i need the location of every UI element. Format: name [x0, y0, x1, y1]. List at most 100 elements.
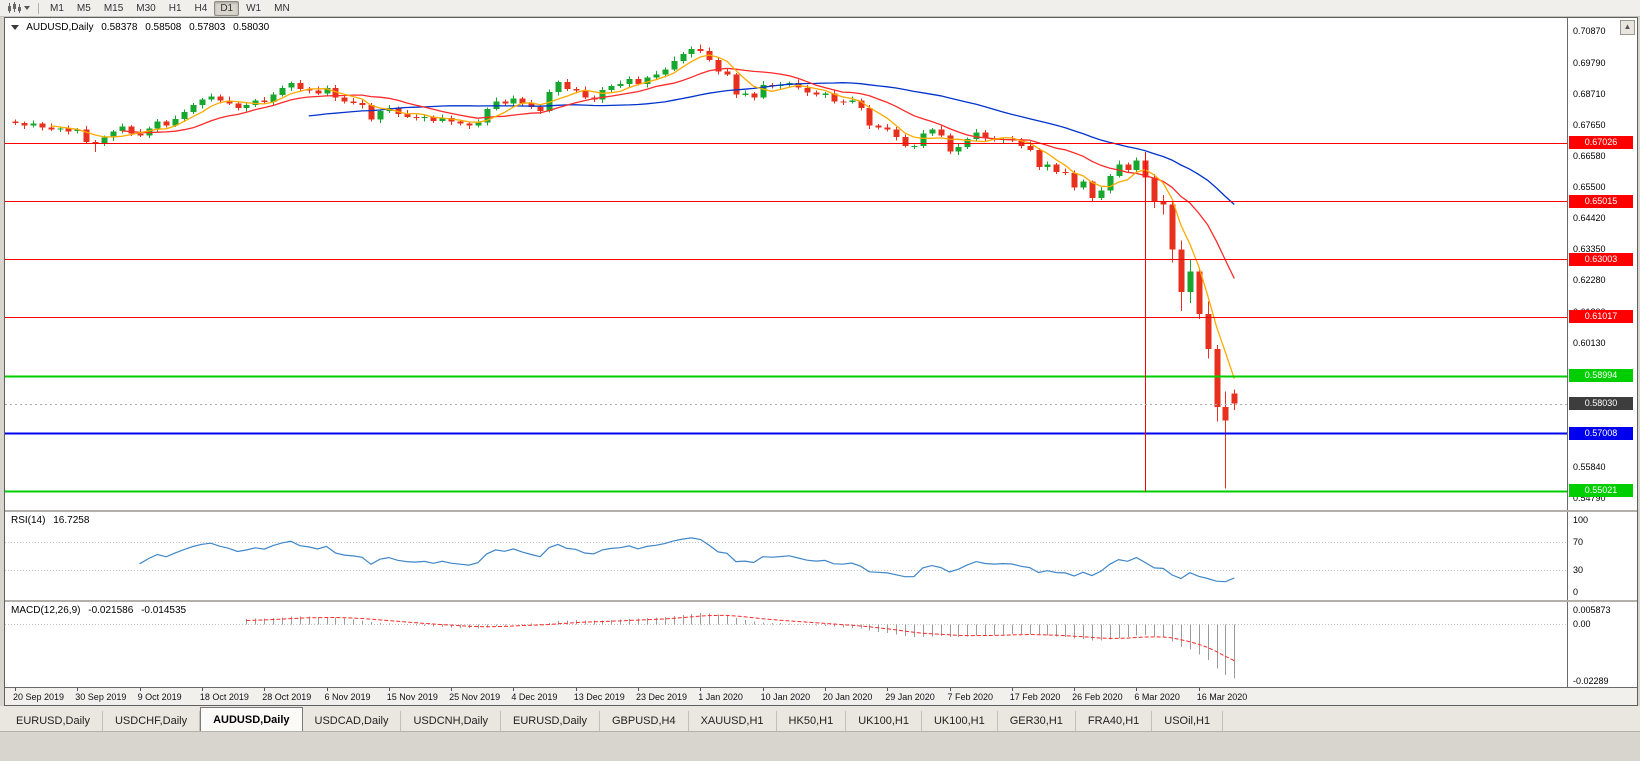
rsi-line — [139, 537, 1235, 583]
time-axis-tick — [389, 688, 390, 691]
rsi-axis-label: 0 — [1573, 587, 1579, 597]
timeframe-button-m30[interactable]: M30 — [136, 2, 156, 14]
price-line-tag: 0.63003 — [1569, 252, 1633, 266]
time-axis-label: 16 Mar 2020 — [1196, 692, 1248, 702]
timeframe-button-h4[interactable]: H4 — [194, 2, 208, 14]
time-axis-label: 6 Mar 2020 — [1134, 692, 1180, 702]
price-axis-label: 0.70870 — [1573, 26, 1606, 37]
chart-tab-eurusd-daily[interactable]: EURUSD,Daily — [501, 711, 600, 731]
time-axis-tick — [77, 688, 78, 691]
time-axis-label: 13 Dec 2019 — [573, 692, 625, 702]
chart-tab-xauusd-h1[interactable]: XAUUSD,H1 — [689, 711, 777, 731]
panel-splitter[interactable] — [5, 600, 1637, 602]
time-axis-label: 23 Dec 2019 — [636, 692, 688, 702]
chart-tab-audusd-daily[interactable]: AUDUSD,Daily — [200, 707, 303, 731]
macd-axis-label: 0.005873 — [1573, 605, 1611, 615]
price-axis-label: 0.55840 — [1573, 462, 1606, 473]
time-axis-tick — [15, 688, 16, 691]
time-axis-label: 29 Jan 2020 — [885, 692, 935, 702]
time-axis-tick — [950, 688, 951, 691]
rsi-axis-label: 70 — [1573, 536, 1584, 547]
timeframe-button-m5[interactable]: M5 — [76, 2, 91, 14]
chart-tab-usdcad-daily[interactable]: USDCAD,Daily — [303, 711, 402, 731]
timeframe-button-d1[interactable]: D1 — [214, 0, 240, 16]
time-axis-label: 6 Nov 2019 — [324, 692, 371, 702]
time-axis-tick — [202, 688, 203, 691]
chart-tab-usoil-h1[interactable]: USOil,H1 — [1152, 711, 1224, 731]
timeframe-button-m1[interactable]: M1 — [50, 2, 64, 14]
macd-signal-line — [246, 614, 1235, 662]
price-axis-label: 0.64420 — [1573, 213, 1606, 224]
timeframe-button-w1[interactable]: W1 — [246, 2, 262, 14]
chart-tab-fra40-h1[interactable]: FRA40,H1 — [1076, 711, 1153, 731]
time-axis-tick — [513, 688, 514, 691]
chevron-down-icon — [24, 6, 30, 10]
time-axis-label: 18 Oct 2019 — [199, 692, 249, 702]
chart-tab-gbpusd-h4[interactable]: GBPUSD,H4 — [600, 711, 689, 731]
panel-splitter[interactable] — [5, 510, 1637, 512]
toolbar-separator — [38, 2, 39, 14]
time-axis-tick — [638, 688, 639, 691]
time-scale[interactable]: 20 Sep 2019 30 Sep 2019 9 Oct 2019 18 Oct 2… — [5, 687, 1637, 705]
price-axis-label: 0.68710 — [1573, 88, 1606, 99]
time-axis-tick — [576, 688, 577, 691]
price-axis-label: 0.62280 — [1573, 275, 1606, 286]
time-axis-tick — [763, 688, 764, 691]
time-axis-tick — [1012, 688, 1013, 691]
chart-tab-usdchf-daily[interactable]: USDCHF,Daily — [103, 711, 201, 731]
macd-indicator-plot[interactable] — [5, 602, 1567, 687]
timeframe-button-h1[interactable]: H1 — [168, 2, 182, 14]
time-axis-label: 28 Oct 2019 — [262, 692, 312, 702]
price-axis-label: 0.63350 — [1573, 244, 1606, 255]
moving-average-5-line — [50, 54, 1235, 379]
price-axis-label: 0.67650 — [1573, 119, 1606, 130]
time-axis-label: 30 Sep 2019 — [75, 692, 127, 702]
time-axis-tick — [1074, 688, 1075, 691]
status-strip — [0, 732, 1640, 761]
chart-tab-uk100-h1[interactable]: UK100,H1 — [846, 711, 922, 731]
price-axis-label: 0.65500 — [1573, 181, 1606, 192]
chart-scroll-button[interactable]: ▲ — [1620, 20, 1635, 35]
price-scale[interactable]: ▲ 0.70870 0.69790 0.68710 0.67650 0.66580 0.6… — [1568, 18, 1637, 687]
time-axis-tick — [264, 688, 265, 691]
rsi-axis-label: 100 — [1573, 515, 1589, 525]
price-line-tag: 0.65015 — [1569, 194, 1633, 208]
time-axis-label: 4 Dec 2019 — [511, 692, 558, 702]
price-line-tag: 0.61017 — [1569, 310, 1633, 324]
candlestick-chart-icon — [8, 2, 21, 13]
rsi-indicator-plot[interactable] — [5, 512, 1567, 600]
moving-average-34-line — [308, 82, 1235, 205]
time-axis-label: 15 Nov 2019 — [386, 692, 438, 702]
time-axis-label: 1 Jan 2020 — [698, 692, 743, 702]
time-axis-tick — [1136, 688, 1137, 691]
time-axis-tick — [140, 688, 141, 691]
chart-type-button[interactable] — [4, 2, 33, 14]
price-axis-label: 0.54790 — [1573, 492, 1606, 503]
time-axis-label: 10 Jan 2020 — [760, 692, 811, 702]
chart-tab-usdcnh-daily[interactable]: USDCNH,Daily — [401, 711, 502, 731]
price-scale-divider — [1567, 18, 1568, 687]
chart-tab-ger30-h1[interactable]: GER30,H1 — [998, 711, 1076, 731]
time-axis-tick — [327, 688, 328, 691]
chart-tab-hk50-h1[interactable]: HK50,H1 — [777, 711, 847, 731]
timeframe-toolbar: M1 M5 M15 M30 H1 H4 D1 W1 MN — [0, 0, 1640, 17]
timeframe-button-m15[interactable]: M15 — [103, 2, 124, 14]
time-axis-tick — [451, 688, 452, 691]
price-axis-label: 0.60130 — [1573, 337, 1606, 348]
time-axis-label: 20 Jan 2020 — [822, 692, 873, 702]
chart-tab-eurusd-daily[interactable]: EURUSD,Daily — [4, 711, 103, 731]
moving-average-13-line — [121, 67, 1235, 279]
chart-tab-uk100-h1[interactable]: UK100,H1 — [922, 711, 998, 731]
time-axis-tick — [887, 688, 888, 691]
timeframe-button-mn[interactable]: MN — [274, 2, 290, 14]
price-line-tag: 0.57008 — [1569, 426, 1633, 440]
time-axis-label: 17 Feb 2020 — [1009, 692, 1061, 702]
price-chart-plot[interactable] — [5, 18, 1567, 510]
chart-tab-bar: EURUSD,Daily USDCHF,Daily AUDUSD,Daily USDC… — [0, 706, 1640, 732]
macd-axis-label: 0.00 — [1573, 619, 1591, 630]
price-line-tag: 0.58994 — [1569, 369, 1633, 383]
time-axis-label: 7 Feb 2020 — [947, 692, 994, 702]
price-line-tag: 0.55021 — [1569, 484, 1633, 498]
time-axis-label: 26 Feb 2020 — [1072, 692, 1123, 702]
